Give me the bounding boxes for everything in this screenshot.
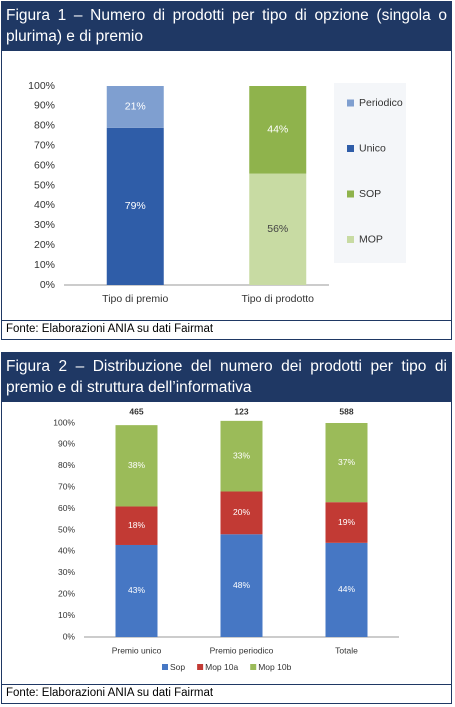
figure-title: Figura 2 – Distribuzione del numero dei … — [2, 353, 451, 402]
y-tick-label: 20% — [58, 588, 75, 598]
bar-segment — [220, 534, 263, 637]
legend-swatch — [250, 664, 257, 670]
data-label: 18% — [128, 520, 145, 530]
bar-segment — [106, 86, 164, 128]
x-tick-label: Totale — [335, 645, 358, 655]
y-tick-label: 0% — [40, 279, 55, 291]
bar-segment — [115, 506, 158, 545]
data-label: 19% — [338, 517, 355, 527]
source: Fonte: Elaborazioni ANIA su dati Fairmat — [2, 684, 451, 701]
bar-segment — [115, 425, 158, 507]
bar-segment — [325, 502, 368, 543]
legend-label: MOP — [359, 233, 383, 245]
legend-swatch — [347, 145, 354, 152]
y-tick-label: 0% — [63, 631, 76, 641]
chart: 0% 10% 20% 30% 40% 50% 60% 70% 80% 90% 100% Tipo di… — [28, 80, 406, 305]
data-label: 38% — [128, 460, 145, 470]
y-tick-label: 50% — [34, 179, 55, 191]
figure: Figura 2 – Distribuzione del numero dei … — [1, 352, 452, 704]
y-tick-label: 30% — [34, 219, 55, 231]
y-tick-label: 40% — [58, 546, 75, 556]
legend-swatch — [347, 190, 354, 198]
legend-label: Unico — [359, 142, 386, 154]
data-label: 44% — [267, 124, 288, 136]
x-tick-label: Premio unico — [112, 645, 162, 655]
bar-segment — [249, 86, 307, 174]
data-label: 21% — [125, 101, 146, 113]
y-tick-label: 30% — [58, 567, 75, 577]
y-tick-label: 90% — [58, 439, 75, 449]
bar-segment — [249, 173, 307, 285]
y-tick-label: 20% — [34, 239, 55, 251]
chart: 0% 10% 20% 30% 40% 50% 60% 70% 80% 90% 100% Premio … — [53, 406, 399, 672]
figure: Figura 1 – Numero di prodotti per tipo d… — [1, 1, 452, 340]
data-label: 56% — [267, 223, 288, 235]
y-tick-label: 40% — [34, 199, 55, 211]
x-tick-label: Tipo di premio — [102, 293, 168, 305]
legend-label: Mop 10a — [205, 662, 238, 672]
y-tick-label: 70% — [34, 139, 55, 151]
legend-label: Sop — [170, 662, 185, 672]
bar-segment — [220, 491, 263, 535]
total-label: 465 — [129, 406, 143, 416]
legend-swatch — [347, 99, 354, 107]
total-label: 123 — [234, 406, 248, 416]
y-tick-label: 10% — [58, 610, 75, 620]
data-label: 43% — [128, 585, 145, 595]
bar-segment — [115, 544, 158, 637]
y-tick-label: 60% — [58, 503, 75, 513]
bar-segment — [325, 423, 368, 503]
legend-label: Mop 10b — [258, 662, 291, 672]
y-tick-label: 50% — [58, 524, 75, 534]
data-label: 79% — [125, 200, 146, 212]
legend-swatch — [162, 664, 168, 670]
y-tick-label: 80% — [34, 120, 55, 132]
y-tick-label: 60% — [34, 159, 55, 171]
legend-label: Periodico — [359, 97, 403, 109]
source: Fonte: Elaborazioni ANIA su dati Fairmat — [2, 320, 451, 337]
data-label: 37% — [338, 457, 355, 467]
y-tick-label: 100% — [53, 417, 75, 427]
y-tick-label: 80% — [58, 460, 75, 470]
x-tick-label: Tipo di prodotto — [241, 293, 314, 305]
data-label: 48% — [233, 580, 250, 590]
data-label: 20% — [233, 507, 250, 517]
total-label: 588 — [339, 406, 353, 416]
y-tick-label: 10% — [34, 259, 55, 271]
legend-swatch — [347, 236, 354, 243]
legend-box — [334, 83, 406, 263]
y-tick-label: 70% — [58, 481, 75, 491]
y-tick-label: 90% — [34, 100, 55, 112]
y-tick-label: 100% — [28, 80, 55, 92]
x-tick-label: Premio periodico — [210, 645, 274, 655]
bar-segment — [325, 542, 368, 637]
data-label: 33% — [233, 450, 250, 460]
legend-swatch — [197, 664, 204, 670]
figure-title: Figura 1 – Numero di prodotti per tipo d… — [2, 2, 451, 51]
legend-label: SOP — [359, 188, 381, 200]
bar-segment — [106, 127, 164, 285]
bar-segment — [220, 420, 263, 492]
data-label: 44% — [338, 584, 355, 594]
